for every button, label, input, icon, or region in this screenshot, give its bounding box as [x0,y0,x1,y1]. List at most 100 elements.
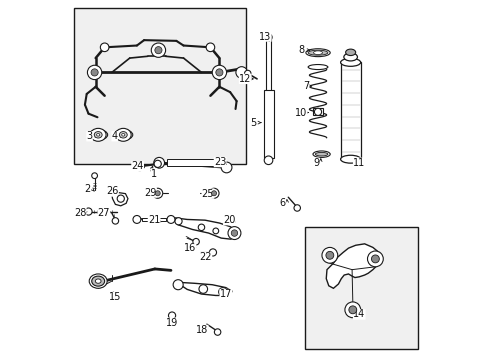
Circle shape [155,191,160,196]
Text: 26: 26 [106,186,119,197]
Circle shape [91,69,98,76]
Text: 22: 22 [199,252,212,262]
Circle shape [152,188,163,198]
Text: 25: 25 [201,189,214,199]
Circle shape [117,195,124,202]
Circle shape [175,218,182,225]
Text: 17: 17 [219,289,232,299]
Ellipse shape [95,279,101,283]
Circle shape [227,226,241,239]
Text: 7: 7 [303,81,309,91]
Circle shape [264,156,272,165]
Bar [263,90,273,158]
Circle shape [133,216,141,224]
Text: 14: 14 [352,310,365,319]
Circle shape [212,228,218,234]
Text: 2: 2 [84,184,91,194]
Ellipse shape [89,274,107,288]
Text: 5: 5 [250,118,256,128]
Circle shape [348,306,356,314]
Text: 8: 8 [298,45,305,55]
Bar [167,159,217,166]
Circle shape [208,188,219,198]
Text: 20: 20 [223,215,235,225]
Text: 16: 16 [183,243,196,253]
Text: 27: 27 [98,208,110,218]
Bar [340,62,360,159]
Ellipse shape [307,64,327,69]
Ellipse shape [340,58,360,66]
Ellipse shape [340,155,360,163]
Text: 13: 13 [259,32,271,41]
Text: 29: 29 [144,188,157,198]
Circle shape [206,43,214,51]
Circle shape [212,65,226,80]
Circle shape [215,69,223,76]
Text: 4: 4 [111,131,118,141]
Circle shape [100,43,109,51]
Circle shape [244,70,250,77]
Text: 11: 11 [352,158,365,168]
Circle shape [367,251,383,267]
Ellipse shape [345,49,355,55]
Circle shape [214,329,221,335]
Circle shape [155,46,162,54]
Circle shape [135,162,144,171]
Ellipse shape [343,53,357,61]
Ellipse shape [94,132,102,138]
Ellipse shape [122,134,124,136]
Bar [312,108,323,116]
Bar [305,226,418,348]
Circle shape [154,160,161,167]
Text: 9: 9 [312,158,319,168]
Ellipse shape [313,51,322,54]
Text: 19: 19 [165,318,178,328]
Text: 24: 24 [131,161,143,171]
Circle shape [192,238,199,245]
Circle shape [199,285,207,293]
Polygon shape [325,244,379,288]
Circle shape [325,251,333,259]
Circle shape [153,157,164,168]
Circle shape [85,208,92,215]
Ellipse shape [119,132,127,138]
Bar [74,8,246,164]
Text: 6: 6 [279,198,285,208]
Bar [142,218,165,221]
Circle shape [211,191,216,196]
Circle shape [293,205,300,211]
Circle shape [112,218,119,224]
Circle shape [371,255,379,263]
Polygon shape [112,193,128,206]
Circle shape [221,162,231,173]
Circle shape [344,302,360,318]
Polygon shape [176,282,231,296]
Text: 3: 3 [86,131,92,141]
Text: 23: 23 [213,157,226,167]
Circle shape [151,43,165,57]
Circle shape [218,288,227,296]
Ellipse shape [115,129,131,141]
Text: 28: 28 [74,208,86,218]
Circle shape [167,216,175,224]
Polygon shape [173,218,235,239]
Circle shape [314,108,321,116]
Circle shape [321,247,337,263]
Circle shape [209,249,216,256]
Ellipse shape [312,151,329,157]
Ellipse shape [97,134,100,136]
Circle shape [173,280,183,290]
Ellipse shape [305,49,329,57]
Text: 15: 15 [109,292,122,302]
Ellipse shape [90,129,106,141]
Circle shape [87,65,102,80]
Text: 1: 1 [151,168,157,179]
Text: 12: 12 [239,74,251,84]
Circle shape [198,224,204,230]
Circle shape [168,312,175,319]
Text: 10: 10 [294,108,306,118]
Text: 21: 21 [148,215,160,225]
Circle shape [231,230,237,236]
Circle shape [264,34,271,41]
Circle shape [235,67,247,78]
